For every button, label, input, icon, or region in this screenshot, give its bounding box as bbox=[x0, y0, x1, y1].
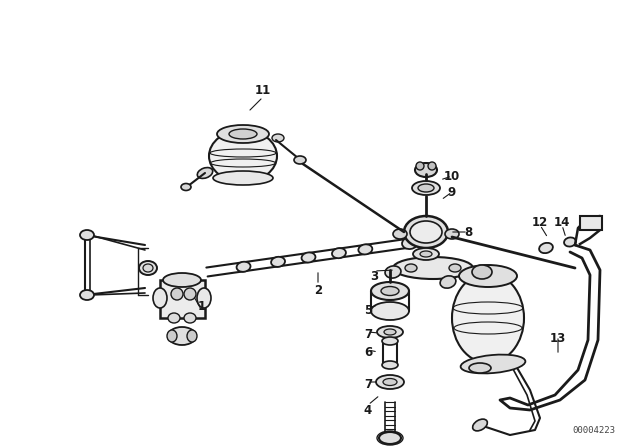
Text: 3: 3 bbox=[370, 270, 378, 283]
Ellipse shape bbox=[393, 229, 407, 239]
Ellipse shape bbox=[449, 264, 461, 272]
Ellipse shape bbox=[564, 237, 576, 246]
Text: 9: 9 bbox=[448, 185, 456, 198]
Ellipse shape bbox=[471, 267, 485, 277]
Ellipse shape bbox=[139, 261, 157, 275]
Ellipse shape bbox=[237, 262, 250, 272]
Ellipse shape bbox=[402, 237, 418, 249]
Ellipse shape bbox=[379, 432, 401, 444]
Ellipse shape bbox=[461, 355, 525, 373]
Ellipse shape bbox=[428, 162, 436, 170]
Ellipse shape bbox=[168, 327, 196, 345]
Text: 13: 13 bbox=[550, 332, 566, 345]
Ellipse shape bbox=[272, 134, 284, 142]
Ellipse shape bbox=[469, 363, 491, 373]
Circle shape bbox=[171, 288, 183, 300]
Ellipse shape bbox=[405, 264, 417, 272]
Ellipse shape bbox=[143, 264, 153, 272]
Circle shape bbox=[184, 288, 196, 300]
Ellipse shape bbox=[385, 266, 401, 278]
Ellipse shape bbox=[412, 181, 440, 195]
Ellipse shape bbox=[416, 162, 424, 170]
Text: 10: 10 bbox=[444, 169, 460, 182]
Ellipse shape bbox=[184, 313, 196, 323]
Ellipse shape bbox=[271, 257, 285, 267]
Ellipse shape bbox=[294, 156, 306, 164]
Ellipse shape bbox=[472, 265, 492, 279]
Bar bbox=[160, 280, 205, 318]
Ellipse shape bbox=[384, 329, 396, 335]
Ellipse shape bbox=[377, 326, 403, 338]
Text: 7: 7 bbox=[364, 378, 372, 391]
Text: 5: 5 bbox=[364, 303, 372, 316]
Ellipse shape bbox=[420, 251, 432, 257]
Ellipse shape bbox=[371, 282, 409, 300]
Ellipse shape bbox=[187, 330, 197, 342]
Ellipse shape bbox=[459, 265, 517, 287]
Ellipse shape bbox=[163, 273, 201, 287]
Ellipse shape bbox=[371, 302, 409, 320]
Ellipse shape bbox=[382, 337, 398, 345]
Text: 00004223: 00004223 bbox=[572, 426, 615, 435]
Text: 7: 7 bbox=[364, 327, 372, 340]
Ellipse shape bbox=[213, 171, 273, 185]
Ellipse shape bbox=[217, 125, 269, 143]
Ellipse shape bbox=[383, 379, 397, 385]
Text: 14: 14 bbox=[554, 215, 570, 228]
Bar bbox=[580, 216, 602, 230]
Ellipse shape bbox=[452, 273, 524, 363]
Ellipse shape bbox=[440, 276, 456, 288]
Ellipse shape bbox=[418, 184, 434, 192]
Ellipse shape bbox=[197, 288, 211, 308]
Ellipse shape bbox=[393, 257, 473, 279]
Ellipse shape bbox=[382, 361, 398, 369]
Ellipse shape bbox=[358, 244, 372, 254]
Ellipse shape bbox=[539, 243, 553, 253]
Ellipse shape bbox=[209, 130, 277, 182]
Ellipse shape bbox=[80, 290, 94, 300]
Text: 1: 1 bbox=[198, 300, 206, 313]
Text: 12: 12 bbox=[532, 215, 548, 228]
Ellipse shape bbox=[376, 375, 404, 389]
Text: 6: 6 bbox=[364, 345, 372, 358]
Text: 8: 8 bbox=[464, 225, 472, 238]
Ellipse shape bbox=[381, 287, 399, 296]
Ellipse shape bbox=[80, 230, 94, 240]
Ellipse shape bbox=[415, 163, 437, 177]
Ellipse shape bbox=[410, 221, 442, 243]
Text: 4: 4 bbox=[364, 404, 372, 417]
Ellipse shape bbox=[153, 288, 167, 308]
Ellipse shape bbox=[168, 313, 180, 323]
Ellipse shape bbox=[301, 253, 316, 263]
Ellipse shape bbox=[472, 419, 488, 431]
Text: 2: 2 bbox=[314, 284, 322, 297]
Ellipse shape bbox=[197, 168, 212, 178]
Ellipse shape bbox=[332, 248, 346, 258]
Ellipse shape bbox=[404, 216, 448, 248]
Text: 11: 11 bbox=[255, 83, 271, 96]
Ellipse shape bbox=[229, 129, 257, 139]
Ellipse shape bbox=[167, 330, 177, 342]
Ellipse shape bbox=[445, 229, 459, 239]
Ellipse shape bbox=[413, 248, 439, 260]
Ellipse shape bbox=[181, 184, 191, 190]
